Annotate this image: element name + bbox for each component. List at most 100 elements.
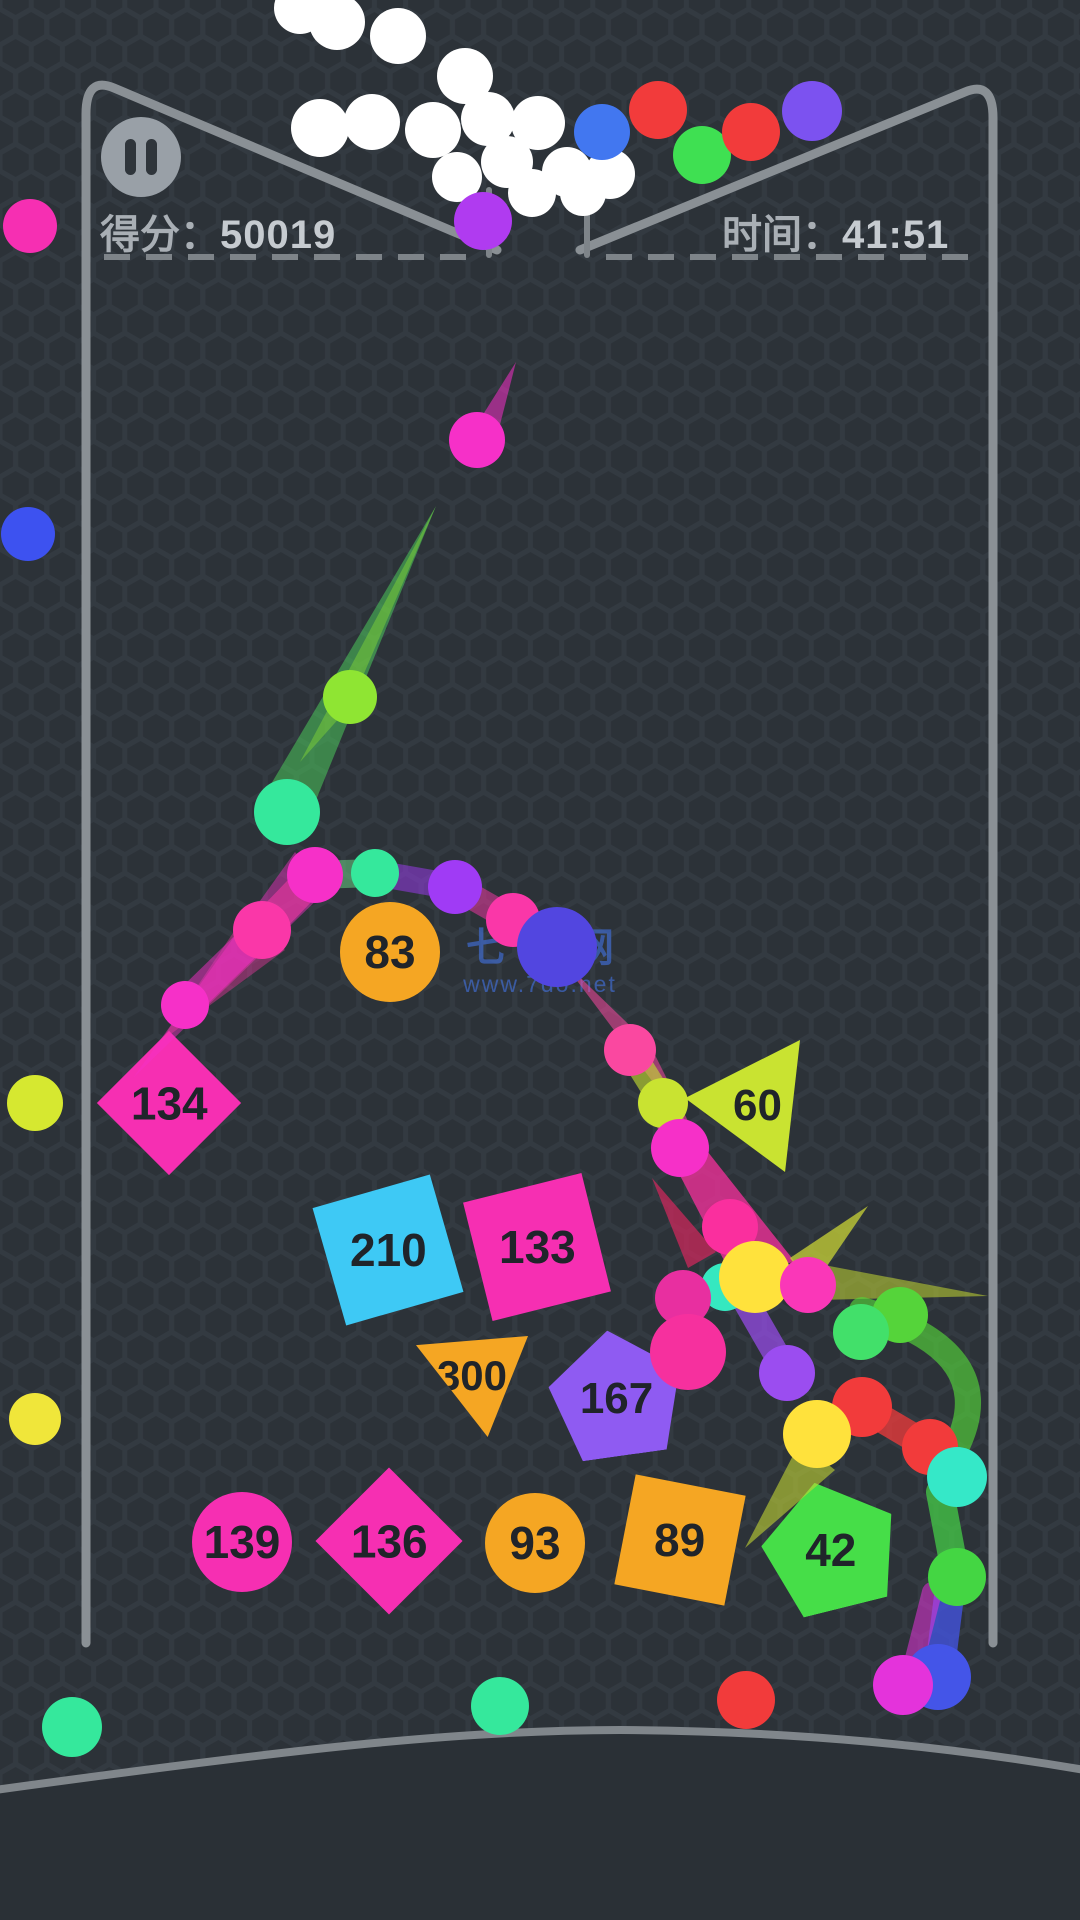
ball-white	[432, 152, 482, 202]
ball-turquoise	[701, 1263, 749, 1311]
ball-white	[370, 8, 426, 64]
trail-chain-4	[362, 860, 468, 900]
block-pentagon-167: 167	[542, 1321, 690, 1464]
ball-lime	[323, 670, 377, 724]
floor-fill	[0, 1730, 1080, 1920]
trail-green-long	[258, 506, 436, 806]
trail-chain-3	[301, 859, 389, 889]
trail-chain-5	[442, 874, 526, 933]
ball-white	[437, 48, 493, 104]
ball-white	[344, 94, 400, 150]
trail-crimson-spike	[652, 1178, 716, 1268]
ball-magenta	[3, 199, 57, 253]
ball-spring-green	[254, 779, 320, 845]
ball-red	[629, 81, 687, 139]
ball-red	[722, 103, 780, 161]
watermark-title: 七度网	[466, 926, 628, 970]
ball-white	[542, 147, 592, 197]
ball-white	[511, 96, 565, 150]
ball-pink	[702, 1199, 758, 1255]
ball-red	[832, 1377, 892, 1437]
ball-green	[673, 126, 731, 184]
watermark: 七度网 www.7do.net	[420, 925, 660, 997]
ball-purple	[759, 1345, 815, 1401]
pause-icon	[146, 139, 157, 175]
trail-red-cluster	[848, 1393, 939, 1458]
ball-hot-pink	[233, 901, 291, 959]
block-triangle-60: 60	[685, 1040, 800, 1172]
trail-pink-top	[462, 362, 516, 456]
floor-line	[0, 1725, 1080, 1794]
score-value: 50019	[220, 213, 337, 257]
ball-white	[461, 92, 515, 146]
ball-blue	[905, 1644, 971, 1710]
ball-white	[291, 99, 349, 157]
ball-turquoise	[927, 1447, 987, 1507]
trail-lime-accent	[300, 506, 436, 762]
ball-spring-green	[42, 1697, 102, 1757]
ball-white	[274, 0, 326, 34]
ball-green	[872, 1287, 928, 1343]
pause-icon	[125, 139, 136, 175]
time-label: 时间：	[722, 213, 842, 257]
time-display: 时间：41:51	[722, 202, 949, 260]
block-square-133: 133	[463, 1173, 611, 1321]
ball-red	[902, 1419, 958, 1475]
ball-spring-green	[833, 1304, 889, 1360]
block-diamond-136: 136	[315, 1467, 463, 1615]
block-diamond-134: 134	[96, 1030, 242, 1176]
ball-pink	[604, 1024, 656, 1076]
block-square-210: 210	[312, 1174, 464, 1326]
trail-chain-2	[246, 859, 331, 946]
trail-green-down	[926, 1478, 969, 1586]
watermark-url: www.7do.net	[463, 971, 617, 997]
block-circle-93: 93	[485, 1493, 585, 1593]
ball-white	[405, 102, 461, 158]
trail-yellow-spike-ne	[790, 1206, 868, 1288]
time-value: 41:51	[842, 213, 950, 257]
score-label: 得分：	[100, 213, 220, 257]
ball-purple-drop	[454, 192, 512, 250]
block-circle-139: 139	[192, 1492, 292, 1592]
ball-white	[508, 169, 556, 217]
ball-magenta	[449, 412, 505, 468]
ball-magenta	[651, 1119, 709, 1177]
ball-blue	[1, 507, 55, 561]
trail-pink-left	[160, 915, 285, 1042]
ball-royal-blue	[574, 104, 630, 160]
score-display: 得分：50019	[100, 202, 336, 260]
ball-white	[481, 136, 533, 188]
ball-blue-violet	[782, 81, 842, 141]
trail-chain-6	[617, 1037, 676, 1116]
ball-yellow	[9, 1393, 61, 1445]
ball-magenta	[873, 1655, 933, 1715]
ball-magenta	[161, 981, 209, 1029]
ball-spring-green	[471, 1677, 529, 1735]
left-wall	[81, 80, 502, 1648]
ball-mint	[351, 849, 399, 897]
trail-yellow-spike-e	[808, 1262, 988, 1300]
block-triangle-300: 300	[416, 1336, 528, 1437]
ball-yellow	[719, 1241, 791, 1313]
ball-magenta	[655, 1270, 711, 1326]
ball-white	[560, 170, 606, 216]
ball-yellow-green	[638, 1078, 688, 1128]
ball-yellow-green	[7, 1075, 63, 1131]
ball-purple	[428, 860, 482, 914]
ball-hot-pink	[780, 1257, 836, 1313]
ball-red	[717, 1671, 775, 1729]
pause-button[interactable]	[101, 117, 181, 197]
ball-yellow	[783, 1400, 851, 1468]
ball-green	[928, 1548, 986, 1606]
trail-magenta-down	[900, 1582, 942, 1688]
trail-blue-down	[925, 1573, 965, 1683]
ball-magenta	[287, 847, 343, 903]
trail-purple-cluster	[732, 1287, 800, 1386]
trail-chain-7	[649, 1089, 694, 1162]
white-balls	[274, 0, 635, 217]
ball-white	[585, 149, 635, 199]
block-pentagon-42: 42	[750, 1467, 911, 1624]
trail-green-swoosh	[849, 1297, 981, 1463]
ball-white	[309, 0, 365, 50]
